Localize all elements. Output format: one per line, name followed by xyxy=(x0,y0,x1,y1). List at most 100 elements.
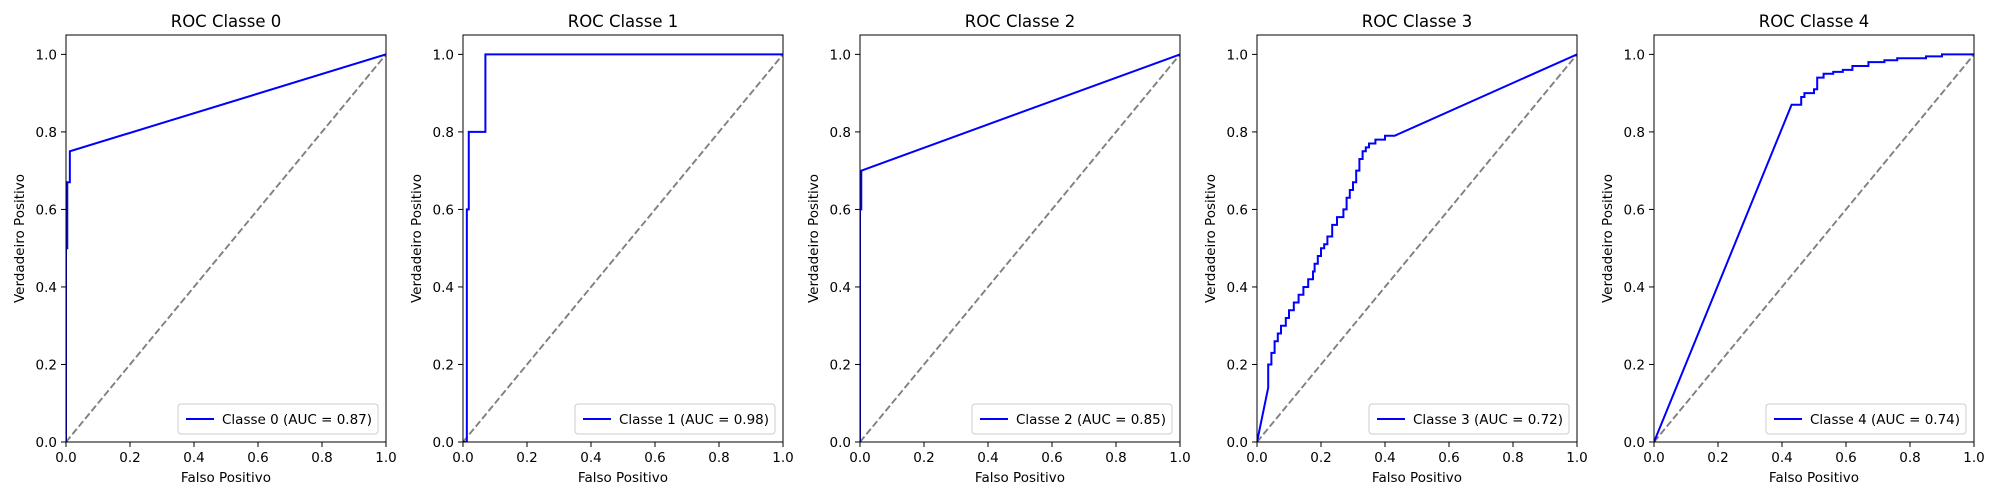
axes-frame xyxy=(859,34,1181,443)
x-tick-label: 1.0 xyxy=(375,450,396,466)
x-tick-label: 0.6 xyxy=(1835,450,1856,466)
y-tick-label: 1.0 xyxy=(1227,47,1248,63)
y-tick-label: 0.2 xyxy=(1624,357,1645,373)
chart-title: ROC Classe 1 xyxy=(568,12,679,31)
x-axis-label: Falso Positivo xyxy=(1769,470,1859,486)
y-tick-label: 1.0 xyxy=(1624,47,1645,63)
y-tick-label: 0.6 xyxy=(830,202,851,218)
y-tick-label: 0.4 xyxy=(830,280,851,296)
y-tick-label: 0.8 xyxy=(1624,125,1645,141)
y-tick-label: 0.6 xyxy=(1227,202,1248,218)
x-tick-label: 0.8 xyxy=(311,450,332,466)
x-tick-label: 0.6 xyxy=(247,450,268,466)
x-tick-label: 0.2 xyxy=(516,450,537,466)
x-axis-label: Falso Positivo xyxy=(975,470,1065,486)
plot-area xyxy=(860,53,1180,442)
legend-label: Classe 4 (AUC = 0.74) xyxy=(1810,412,1960,428)
x-tick-label: 0.4 xyxy=(183,450,204,466)
roc-curve-line xyxy=(1257,53,1577,442)
y-tick-label: 0.8 xyxy=(433,125,454,141)
x-tick-label: 0.8 xyxy=(1502,450,1523,466)
y-tick-label: 0.6 xyxy=(433,202,454,218)
legend-box xyxy=(574,403,776,435)
y-axis-label: Verdadeiro Positivo xyxy=(12,174,28,303)
legend-label: Classe 2 (AUC = 0.85) xyxy=(1016,412,1166,428)
roc-panel-3: 0.0 0.2 0.4 0.6 0.8 1.0 0.0 0.2 0.4 0.6 0.8 1.0 ROC … xyxy=(1203,12,1588,486)
axes-frame xyxy=(1256,34,1578,443)
chart-title: ROC Classe 3 xyxy=(1362,12,1473,31)
y-tick-label: 0.8 xyxy=(36,125,57,141)
y-tick-label: 0.4 xyxy=(1624,280,1645,296)
x-tick-label: 0.4 xyxy=(580,450,601,466)
legend-label: Classe 0 (AUC = 0.87) xyxy=(222,412,372,428)
legend-box xyxy=(1368,403,1570,435)
roc-panel-1: 0.0 0.2 0.4 0.6 0.8 1.0 0.0 0.2 0.4 0.6 0.8 1.0 ROC … xyxy=(409,12,794,486)
x-tick-label: 0.4 xyxy=(1771,450,1792,466)
y-tick-label: 0.2 xyxy=(830,357,851,373)
y-tick-label: 0.0 xyxy=(830,435,851,451)
x-tick-label: 0.6 xyxy=(1041,450,1062,466)
y-tick-label: 0.2 xyxy=(1227,357,1248,373)
y-tick-label: 0.2 xyxy=(433,357,454,373)
plot-area xyxy=(1654,53,1974,442)
y-axis-label: Verdadeiro Positivo xyxy=(806,174,822,303)
diagonal-reference-line xyxy=(860,53,1180,442)
x-tick-label: 0.4 xyxy=(1374,450,1395,466)
plot-area xyxy=(463,53,783,442)
axes-frame xyxy=(462,34,784,443)
x-tick-label: 0.4 xyxy=(977,450,998,466)
y-tick-label: 0.6 xyxy=(1624,202,1645,218)
y-tick-label: 0.0 xyxy=(1624,435,1645,451)
x-tick-label: 0.2 xyxy=(1310,450,1331,466)
y-tick-label: 0.8 xyxy=(1227,125,1248,141)
x-axis-label: Falso Positivo xyxy=(181,470,271,486)
x-tick-label: 0.6 xyxy=(644,450,665,466)
y-tick-label: 0.4 xyxy=(433,280,454,296)
legend-box xyxy=(177,403,379,435)
x-tick-label: 0.2 xyxy=(119,450,140,466)
x-tick-label: 0.0 xyxy=(849,450,870,466)
y-tick-label: 0.0 xyxy=(36,435,57,451)
diagonal-reference-line xyxy=(1654,53,1974,442)
x-tick-label: 0.0 xyxy=(55,450,76,466)
roc-panel-0: 0.0 0.2 0.4 0.6 0.8 1.0 0.0 0.2 0.4 0.6 0.8 1.0 ROC … xyxy=(12,12,397,486)
x-axis-label: Falso Positivo xyxy=(578,470,668,486)
legend-label: Classe 1 (AUC = 0.98) xyxy=(619,412,769,428)
legend-box xyxy=(971,403,1173,435)
x-tick-label: 1.0 xyxy=(1963,450,1984,466)
x-tick-label: 0.8 xyxy=(708,450,729,466)
diagonal-reference-line xyxy=(1257,53,1577,442)
y-axis-label: Verdadeiro Positivo xyxy=(1203,174,1219,303)
x-tick-label: 1.0 xyxy=(1169,450,1190,466)
diagonal-reference-line xyxy=(463,53,783,442)
legend-box xyxy=(1765,403,1967,435)
y-axis-label: Verdadeiro Positivo xyxy=(1600,174,1616,303)
x-tick-label: 0.0 xyxy=(1246,450,1267,466)
x-tick-label: 1.0 xyxy=(1566,450,1587,466)
roc-panel-2: 0.0 0.2 0.4 0.6 0.8 1.0 0.0 0.2 0.4 0.6 0.8 1.0 ROC … xyxy=(806,12,1191,486)
roc-curve-line xyxy=(860,53,1180,442)
plot-area xyxy=(66,53,386,442)
x-tick-label: 0.2 xyxy=(913,450,934,466)
y-axis-label: Verdadeiro Positivo xyxy=(409,174,425,303)
y-tick-label: 0.2 xyxy=(36,357,57,373)
x-tick-label: 0.0 xyxy=(1643,450,1664,466)
legend-label: Classe 3 (AUC = 0.72) xyxy=(1413,412,1563,428)
roc-curve-line xyxy=(66,53,386,442)
y-tick-label: 1.0 xyxy=(830,47,851,63)
x-tick-label: 0.2 xyxy=(1707,450,1728,466)
x-tick-label: 1.0 xyxy=(772,450,793,466)
x-tick-label: 0.8 xyxy=(1105,450,1126,466)
chart-title: ROC Classe 0 xyxy=(171,12,282,31)
y-tick-label: 0.0 xyxy=(1227,435,1248,451)
y-tick-label: 1.0 xyxy=(36,47,57,63)
chart-title: ROC Classe 2 xyxy=(965,12,1076,31)
x-tick-label: 0.6 xyxy=(1438,450,1459,466)
y-tick-label: 0.8 xyxy=(830,125,851,141)
diagonal-reference-line xyxy=(66,53,386,442)
x-tick-label: 0.0 xyxy=(452,450,473,466)
x-axis-label: Falso Positivo xyxy=(1372,470,1462,486)
plot-area xyxy=(1257,53,1577,442)
axes-frame xyxy=(65,34,387,443)
y-tick-label: 0.6 xyxy=(36,202,57,218)
